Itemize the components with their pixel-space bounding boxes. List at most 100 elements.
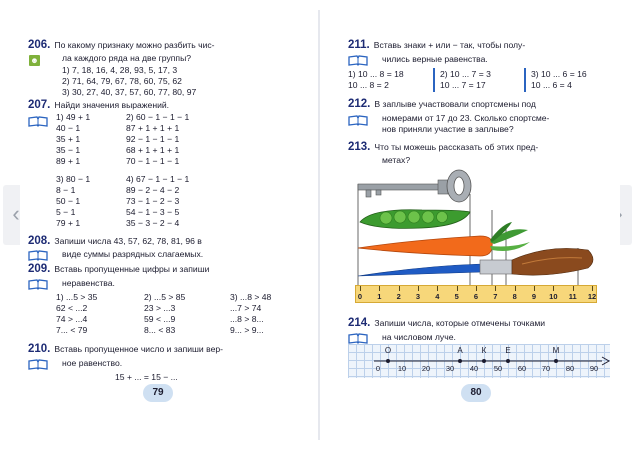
- book-icon: [28, 116, 48, 127]
- exercise-text: Вставь знаки + или − так, чтобы полу-: [373, 40, 526, 50]
- exercise-207-heading: 207. Найди значения выражений.: [28, 99, 169, 111]
- ruler-tick: [514, 286, 516, 291]
- inequality: 23 > ...3: [144, 303, 176, 313]
- book-icon: [348, 333, 368, 344]
- expression: 5 − 1: [56, 207, 76, 217]
- ruler-tick: [534, 286, 535, 291]
- inequality: 1) ...5 > 35: [56, 292, 98, 302]
- equation-group: 2) 10 ... 7 = 3 10 ... 7 = 17: [440, 69, 491, 91]
- exercise-text: Запиши числа 43, 57, 62, 78, 81, 96 в: [54, 236, 202, 246]
- exercise-text: ла каждого ряда на две группы?: [62, 53, 192, 63]
- exercise-text: Что ты можешь рассказать об этих пред-: [374, 142, 539, 152]
- expression: 79 + 1: [56, 218, 81, 228]
- exercise-text: Запиши числа, которые отмечены точками: [374, 318, 546, 328]
- ruler-tick: [476, 286, 477, 291]
- number-beam-grid: 0 10 20 30 40 50 60 70 80 90 О А К Е М: [348, 344, 610, 378]
- exercise-number: 213.: [348, 141, 371, 153]
- expression: 87 + 1 + 1 + 1: [126, 123, 180, 133]
- ruler-tick: [553, 286, 555, 291]
- beam-number: 20: [421, 364, 431, 373]
- page-number: 80: [461, 384, 491, 402]
- exercise-number: 206.: [28, 39, 51, 51]
- objects-picture: [352, 164, 604, 308]
- exercise-text: виде суммы разрядных слагаемых.: [62, 249, 204, 259]
- beam-number: 30: [445, 364, 455, 373]
- expression: 89 + 1: [56, 156, 81, 166]
- exercise-text: на числовом луче.: [382, 332, 456, 342]
- expression: 35 + 1: [56, 134, 81, 144]
- exercise-208-heading: 208. Запиши числа 43, 57, 62, 78, 81, 96 …: [28, 235, 202, 247]
- beam-letter: К: [481, 346, 487, 355]
- exercise-text: ное равенство.: [62, 358, 123, 368]
- expression: 54 − 1 − 3 − 5: [126, 207, 180, 217]
- inequality: 8... < 83: [144, 325, 176, 335]
- inequality: 3) ...8 > 48: [230, 292, 272, 302]
- ruler-label: 10: [549, 292, 558, 301]
- expression: 40 − 1: [56, 123, 81, 133]
- beam-letter: О: [384, 346, 392, 355]
- ruler-tick: [418, 286, 419, 291]
- exercise-text: нов приняли участие в заплыве?: [382, 124, 514, 134]
- beam-letter: М: [552, 346, 560, 355]
- number-row: 1) 7, 18, 16, 4, 28, 93, 5, 17, 3: [62, 65, 178, 75]
- exercise-text: По какому признаку можно разбить чис-: [54, 40, 215, 50]
- beam-point: [458, 359, 462, 363]
- pea-pod-icon: [359, 209, 471, 229]
- exercise-206-heading: 206. По какому признаку можно разбить чис…: [28, 39, 215, 51]
- book-icon: [28, 359, 48, 370]
- book-icon: [348, 55, 368, 66]
- number-row: 3) 30, 27, 40, 37, 57, 60, 77, 80, 97: [62, 87, 197, 97]
- ruler-tick: [456, 286, 458, 291]
- paintbrush-icon: [357, 248, 594, 277]
- expression: 4) 67 − 1 − 1 − 1: [126, 174, 190, 184]
- inequality: 62 < ...2: [56, 303, 88, 313]
- exercise-number: 214.: [348, 317, 371, 329]
- beam-point: [386, 359, 390, 363]
- page-spine: [318, 10, 320, 440]
- exercise-text: номерами от 17 до 23. Сколько спортсме-: [382, 113, 550, 123]
- expression: 3) 80 − 1: [56, 174, 91, 184]
- exercise-number: 210.: [28, 343, 51, 355]
- exercise-210-heading: 210. Вставь пропущенное число и запиши ве…: [28, 343, 223, 355]
- ruler-tick: [572, 286, 574, 291]
- ruler-label: 7: [493, 292, 498, 301]
- expression: 70 − 1 − 1 − 1: [126, 156, 180, 166]
- divider: [524, 68, 526, 92]
- inequality: 74 > ...4: [56, 314, 88, 324]
- exercise-number: 208.: [28, 235, 51, 247]
- beam-number: 50: [493, 364, 503, 373]
- ruler-icon: 0 1 2 3 4 5 6 7 8 9 10 11 12: [355, 285, 597, 303]
- equation: 3) 10 ... 6 = 16: [531, 69, 587, 79]
- beam-number: 10: [397, 364, 407, 373]
- beam-letter: А: [457, 346, 463, 355]
- ruler-tick: [437, 286, 439, 291]
- left-page: [20, 20, 310, 420]
- equation: 10 ... 8 = 2: [348, 80, 389, 90]
- expression-column: 1) 49 + 1 40 − 1 35 + 1 35 − 1 89 + 1: [56, 112, 90, 167]
- exercise-number: 209.: [28, 263, 51, 275]
- beam-point: [506, 359, 510, 363]
- ruler-label: 2: [396, 292, 401, 301]
- beam-number: 80: [565, 364, 575, 373]
- beam-number: 40: [469, 364, 479, 373]
- exercise-text: метах?: [382, 155, 411, 165]
- inequality: 2) ...5 > 85: [144, 292, 186, 302]
- book-icon: [28, 279, 48, 290]
- ruler-tick: [495, 286, 497, 291]
- ruler-tick: [379, 286, 381, 291]
- exercise-number: 212.: [348, 98, 371, 110]
- inequality: 59 < ...9: [144, 314, 176, 324]
- ruler-label: 12: [587, 292, 597, 301]
- expression: 8 − 1: [56, 185, 76, 195]
- expression: 92 − 1 − 1 − 1: [126, 134, 180, 144]
- beam-letter: Е: [505, 346, 511, 355]
- expression-column: 2) 60 − 1 − 1 − 1 87 + 1 + 1 + 1 92 − 1 …: [126, 112, 189, 167]
- beam-number: 70: [541, 364, 551, 373]
- book-icon: [28, 250, 48, 261]
- ruler-label: 1: [377, 292, 382, 301]
- carrot-icon: [357, 222, 530, 257]
- expression: 35 − 1: [56, 145, 81, 155]
- book-icon: [348, 115, 368, 126]
- exercise-text: Вставь пропущенные цифры и запиши: [54, 264, 210, 274]
- exercise-text: неравенства.: [62, 278, 115, 288]
